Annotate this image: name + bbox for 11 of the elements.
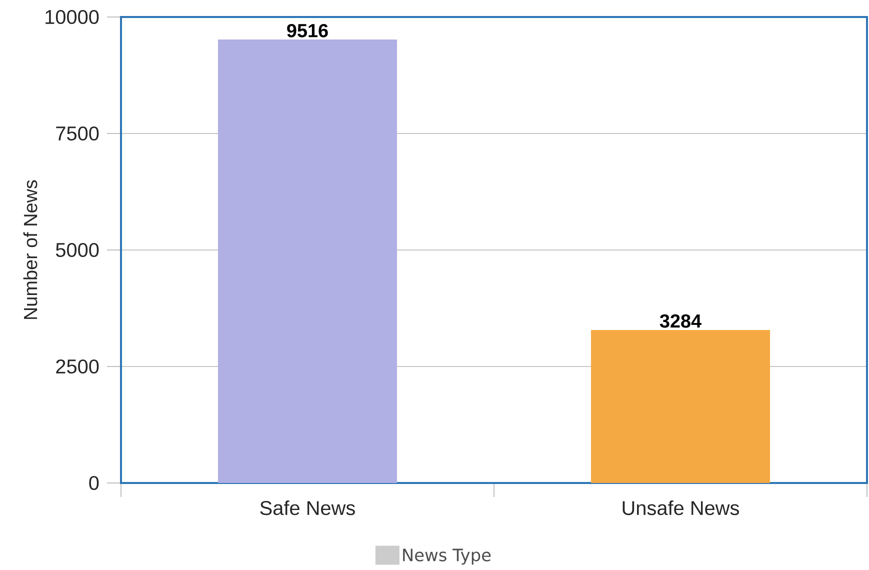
y-tick-label: 7500 — [56, 126, 99, 141]
data-label: 9516 — [287, 24, 328, 38]
x-tick-label: Safe News — [260, 500, 355, 516]
y-tick-label: 2500 — [56, 359, 99, 374]
y-axis-title: Number of News — [23, 180, 38, 319]
x-tick-label: Unsafe News — [622, 500, 739, 516]
y-tick-label: 0 — [89, 476, 99, 490]
y-tick-label: 5000 — [56, 242, 99, 258]
data-label: 3284 — [660, 314, 702, 328]
text: News Type — [403, 548, 491, 565]
y-tick-label: 10000 — [46, 10, 99, 24]
